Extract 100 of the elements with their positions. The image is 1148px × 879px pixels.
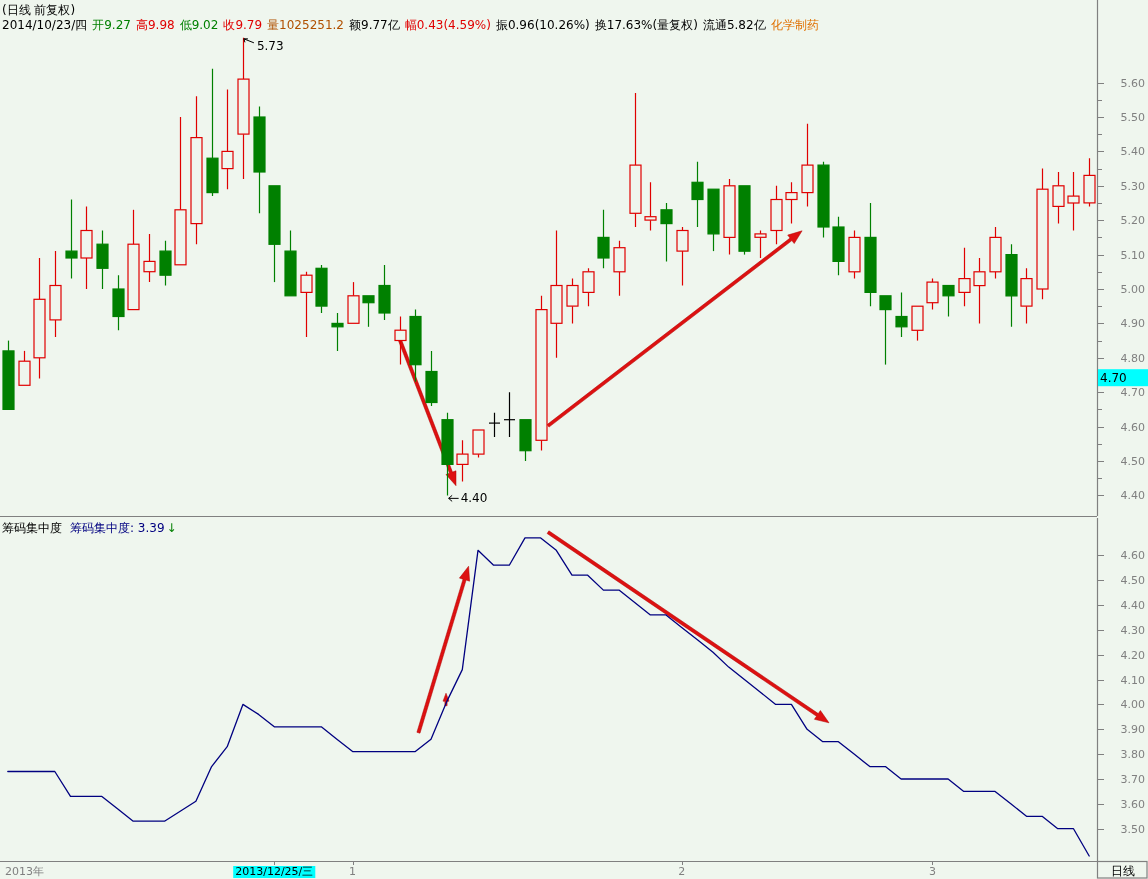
candlestick [237, 37, 250, 180]
candlestick [973, 257, 986, 324]
annotation: ↓ [166, 521, 177, 535]
y-tick-label: 4.40 [1120, 599, 1145, 612]
x-tick-label: 1 [349, 865, 357, 878]
chart-title: (日线 前复权) [2, 3, 76, 17]
y-tick-label: 4.60 [1120, 421, 1145, 434]
annotation: 幅0.43(4.59%) [404, 18, 491, 32]
candlestick [770, 185, 783, 245]
candlestick [488, 412, 501, 438]
candlestick [895, 291, 908, 338]
y-tick-label: 5.10 [1120, 249, 1145, 262]
annotation: 5.73 [256, 38, 284, 53]
y-tick-label: 4.50 [1120, 455, 1145, 468]
candlestick [1020, 267, 1033, 324]
y-tick-label: 5.20 [1120, 214, 1145, 227]
y-tick-label: 3.80 [1120, 748, 1145, 761]
candlestick [127, 209, 140, 311]
y-tick-label: 3.90 [1120, 723, 1145, 736]
y-tick-label: 4.80 [1120, 352, 1145, 365]
candlestick [49, 250, 62, 338]
candlestick [879, 295, 892, 366]
candlestick [1005, 243, 1018, 328]
candlestick [723, 178, 736, 256]
text: 日线 [1110, 864, 1135, 878]
annotation: 开9.27 [92, 18, 131, 32]
annotation: 流通5.82亿 [702, 18, 766, 32]
annotation: 额9.77亿 [349, 18, 400, 32]
candlestick [958, 247, 971, 307]
candlestick [33, 257, 46, 379]
candlestick [300, 271, 313, 338]
y-tick-label: 4.30 [1120, 624, 1145, 637]
candlestick [660, 202, 673, 262]
y-tick-label: 4.50 [1120, 574, 1145, 587]
candlestick [221, 88, 234, 190]
y-tick-label: 4.20 [1120, 649, 1145, 662]
candlestick [331, 312, 344, 352]
candlestick [566, 278, 579, 324]
annotation: 低9.02 [179, 18, 219, 32]
candlestick [676, 226, 689, 287]
candlestick [394, 315, 407, 366]
y-tick-label: 5.60 [1120, 77, 1145, 90]
candlestick [425, 350, 438, 407]
annotation: 4.40 [460, 491, 488, 506]
candlestick [597, 209, 610, 269]
candlestick [691, 161, 704, 228]
y-tick-label: 4.00 [1120, 698, 1145, 711]
x-tick-label: 2013/12/25/三 [235, 865, 314, 878]
candlestick [409, 309, 422, 383]
annotation: 高9.98 [135, 18, 175, 32]
candlestick [801, 123, 814, 207]
y-tick-label: 4.90 [1120, 317, 1145, 330]
candlestick [143, 233, 156, 283]
y-tick-label: 5.30 [1120, 180, 1145, 193]
candlestick [1036, 168, 1049, 300]
candlestick [942, 284, 955, 318]
y-tick-label: 3.70 [1120, 773, 1145, 786]
candlestick [206, 68, 219, 197]
candlestick [1067, 171, 1080, 232]
text: 4.70 [1100, 370, 1127, 385]
candlestick [441, 412, 454, 496]
candlestick [96, 229, 109, 290]
y-tick-label: 4.10 [1120, 674, 1145, 687]
y-tick-label: 5.50 [1120, 111, 1145, 124]
text: 筹码集中度: 3.39 [70, 521, 165, 535]
y-tick-label: 5.00 [1120, 283, 1145, 296]
candlestick [535, 295, 548, 452]
candlestick [65, 198, 78, 280]
y-tick-label: 4.60 [1120, 549, 1145, 562]
candlestick [1052, 171, 1065, 225]
line-series [7, 537, 1090, 857]
candlestick [159, 240, 172, 287]
x-tick-label: 3 [928, 865, 936, 878]
y-tick-label: 4.70 [1120, 386, 1145, 399]
annotation: 量1025251.2 [267, 18, 344, 32]
candlestick [268, 185, 281, 283]
annotation: 化学制药 [770, 18, 819, 32]
annotation: 振0.96(10.26%) [495, 18, 590, 32]
candlestick [550, 229, 563, 359]
y-tick-label: 3.60 [1120, 798, 1145, 811]
candlestick [785, 181, 798, 225]
x-tick-label: 2 [678, 865, 686, 878]
y-tick-label: 3.50 [1120, 823, 1145, 836]
candlestick [754, 229, 767, 259]
candlestick [112, 274, 125, 331]
candlestick [284, 229, 297, 297]
chart-title: 筹码集中度 [2, 521, 62, 535]
annotation: 收9.79 [223, 18, 263, 32]
candlestick [456, 439, 469, 483]
candlestick [629, 92, 642, 228]
candlestick [864, 202, 877, 307]
candlestick [174, 116, 187, 266]
candlestick [378, 264, 391, 321]
candlestick [253, 106, 266, 214]
candlestick [613, 240, 626, 297]
candlestick [644, 181, 657, 232]
y-tick-label: 5.40 [1120, 145, 1145, 158]
text: 2013年 [5, 865, 44, 878]
candlestick [362, 295, 375, 328]
candlestick [80, 205, 93, 290]
